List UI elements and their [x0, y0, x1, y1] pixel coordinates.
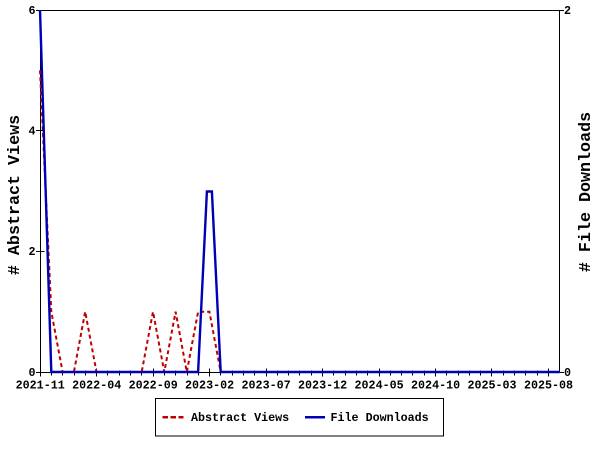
- svg-text:2023-12: 2023-12: [298, 379, 347, 393]
- svg-text:0: 0: [28, 366, 35, 380]
- svg-text:6: 6: [28, 4, 35, 18]
- svg-text:2023-02: 2023-02: [185, 379, 234, 393]
- svg-text:2: 2: [564, 4, 571, 18]
- svg-text:2024-10: 2024-10: [411, 379, 460, 393]
- svg-text:0: 0: [564, 366, 571, 380]
- svg-text:4: 4: [28, 125, 35, 139]
- svg-text:2025-08: 2025-08: [524, 379, 573, 393]
- svg-text:2021-11: 2021-11: [16, 379, 65, 393]
- svg-text:Abstract Views: Abstract Views: [191, 411, 289, 425]
- svg-text:2024-05: 2024-05: [355, 379, 404, 393]
- svg-text:2022-09: 2022-09: [129, 379, 178, 393]
- svg-text:# File Downloads: # File Downloads: [577, 112, 596, 272]
- svg-text:2023-07: 2023-07: [242, 379, 291, 393]
- svg-text:2022-04: 2022-04: [72, 379, 121, 393]
- svg-text:# Abstract Views: # Abstract Views: [6, 115, 25, 275]
- svg-text:2025-03: 2025-03: [467, 379, 516, 393]
- svg-text:2: 2: [28, 245, 35, 259]
- svg-text:File Downloads: File Downloads: [331, 411, 429, 425]
